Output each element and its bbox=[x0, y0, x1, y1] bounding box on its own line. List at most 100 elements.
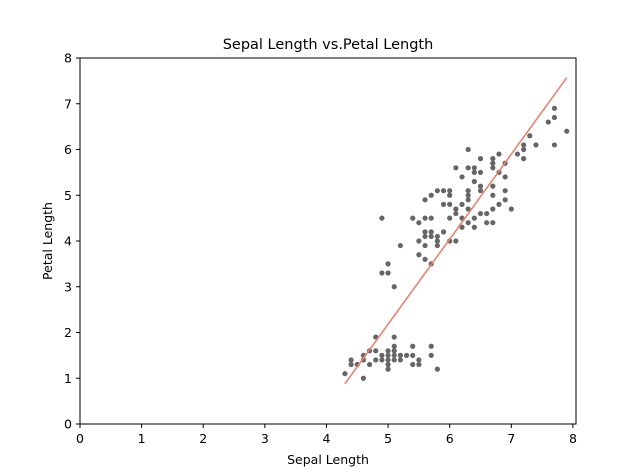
x-tick-label: 4 bbox=[322, 431, 330, 446]
scatter-point bbox=[416, 238, 422, 244]
scatter-point bbox=[465, 220, 471, 226]
scatter-point bbox=[508, 206, 514, 212]
scatter-point bbox=[477, 188, 484, 194]
axis-ticks: 0 1 2 3 4 5 6 7 8 0 1 2 3 4 5 6 7 8 bbox=[64, 51, 577, 447]
scatter-point bbox=[403, 352, 410, 358]
scatter-point bbox=[514, 151, 521, 157]
scatter-point bbox=[502, 197, 508, 203]
scatter-point bbox=[428, 352, 434, 358]
scatter-point bbox=[502, 174, 508, 180]
scatter-point bbox=[342, 371, 348, 377]
scatter-point bbox=[416, 357, 422, 363]
y-tick-label: 1 bbox=[64, 371, 72, 386]
scatter-point bbox=[428, 229, 434, 235]
scatter-point bbox=[465, 165, 471, 171]
scatter-point bbox=[551, 105, 558, 111]
scatter-point bbox=[422, 256, 428, 262]
scatter-point bbox=[391, 352, 397, 358]
scatter-point bbox=[385, 270, 391, 276]
scatter-points bbox=[342, 105, 570, 381]
scatter-point bbox=[465, 197, 471, 203]
scatter-point bbox=[428, 215, 434, 221]
scatter-point bbox=[465, 188, 471, 194]
y-tick-label: 4 bbox=[64, 234, 72, 249]
scatter-point bbox=[391, 357, 397, 363]
scatter-point bbox=[471, 165, 477, 171]
scatter-point bbox=[379, 352, 385, 358]
scatter-point bbox=[459, 224, 465, 230]
scatter-point bbox=[551, 142, 558, 148]
x-tick-label: 8 bbox=[569, 431, 577, 446]
scatter-point bbox=[471, 169, 477, 175]
scatter-point bbox=[360, 375, 367, 381]
scatter-point bbox=[447, 201, 453, 207]
y-axis-label: Petal Length bbox=[40, 202, 55, 280]
scatter-point bbox=[490, 160, 496, 166]
scatter-point bbox=[471, 224, 477, 230]
y-tick-label: 2 bbox=[64, 325, 72, 340]
scatter-point bbox=[410, 361, 416, 368]
scatter-point bbox=[397, 357, 403, 363]
scatter-point bbox=[391, 284, 397, 290]
scatter-point bbox=[447, 192, 453, 198]
scatter-point bbox=[564, 128, 570, 134]
x-tick-label: 6 bbox=[446, 431, 454, 446]
scatter-point bbox=[527, 133, 533, 139]
scatter-point bbox=[397, 242, 403, 249]
x-tick-label: 5 bbox=[384, 431, 392, 446]
scatter-point bbox=[422, 197, 428, 203]
scatter-point bbox=[385, 357, 391, 363]
scatter-point bbox=[416, 220, 422, 226]
scatter-point bbox=[440, 201, 447, 207]
x-tick-label: 3 bbox=[261, 431, 269, 446]
fit-line bbox=[344, 77, 568, 385]
scatter-point bbox=[477, 156, 484, 162]
scatter-point bbox=[422, 229, 428, 235]
scatter-point bbox=[465, 206, 471, 212]
scatter-point bbox=[545, 119, 551, 125]
y-tick-label: 5 bbox=[64, 188, 72, 203]
scatter-point bbox=[410, 215, 416, 221]
scatter-point bbox=[490, 206, 496, 212]
scatter-point bbox=[521, 146, 527, 153]
scatter-point bbox=[447, 188, 453, 194]
scatter-point bbox=[490, 165, 496, 171]
scatter-point bbox=[391, 348, 397, 354]
scatter-point bbox=[373, 348, 379, 354]
scatter-point bbox=[465, 146, 471, 153]
scatter-point bbox=[397, 352, 403, 358]
scatter-point bbox=[459, 201, 465, 207]
scatter-point bbox=[422, 242, 428, 249]
scatter-point bbox=[422, 233, 428, 240]
scatter-point bbox=[416, 252, 422, 258]
scatter-point bbox=[434, 238, 440, 244]
scatter-point bbox=[453, 206, 459, 212]
y-tick-label: 3 bbox=[64, 279, 72, 294]
scatter-point bbox=[373, 357, 379, 363]
scatter-point bbox=[477, 169, 484, 175]
scatter-point bbox=[440, 188, 447, 194]
scatter-point bbox=[465, 192, 471, 198]
scatter-point bbox=[366, 361, 373, 368]
scatter-point bbox=[428, 192, 434, 198]
scatter-point bbox=[379, 215, 385, 221]
scatter-point bbox=[477, 183, 484, 189]
scatter-point bbox=[434, 233, 440, 240]
scatter-point bbox=[490, 183, 496, 189]
scatter-point bbox=[496, 201, 502, 207]
scatter-point bbox=[434, 188, 440, 194]
scatter-point bbox=[391, 343, 397, 349]
scatter-point bbox=[385, 261, 391, 267]
scatter-point bbox=[453, 165, 459, 171]
fit-line-group bbox=[344, 77, 568, 385]
scatter-point bbox=[477, 210, 484, 217]
scatter-point bbox=[471, 178, 477, 185]
scatter-point bbox=[459, 174, 465, 180]
x-axis-label: Sepal Length bbox=[287, 452, 369, 467]
scatter-point bbox=[385, 348, 391, 354]
scatter-point bbox=[453, 210, 459, 217]
y-tick-label: 8 bbox=[64, 51, 72, 66]
scatter-point bbox=[428, 343, 434, 349]
scatter-point bbox=[502, 188, 508, 194]
scatter-point bbox=[385, 366, 391, 372]
